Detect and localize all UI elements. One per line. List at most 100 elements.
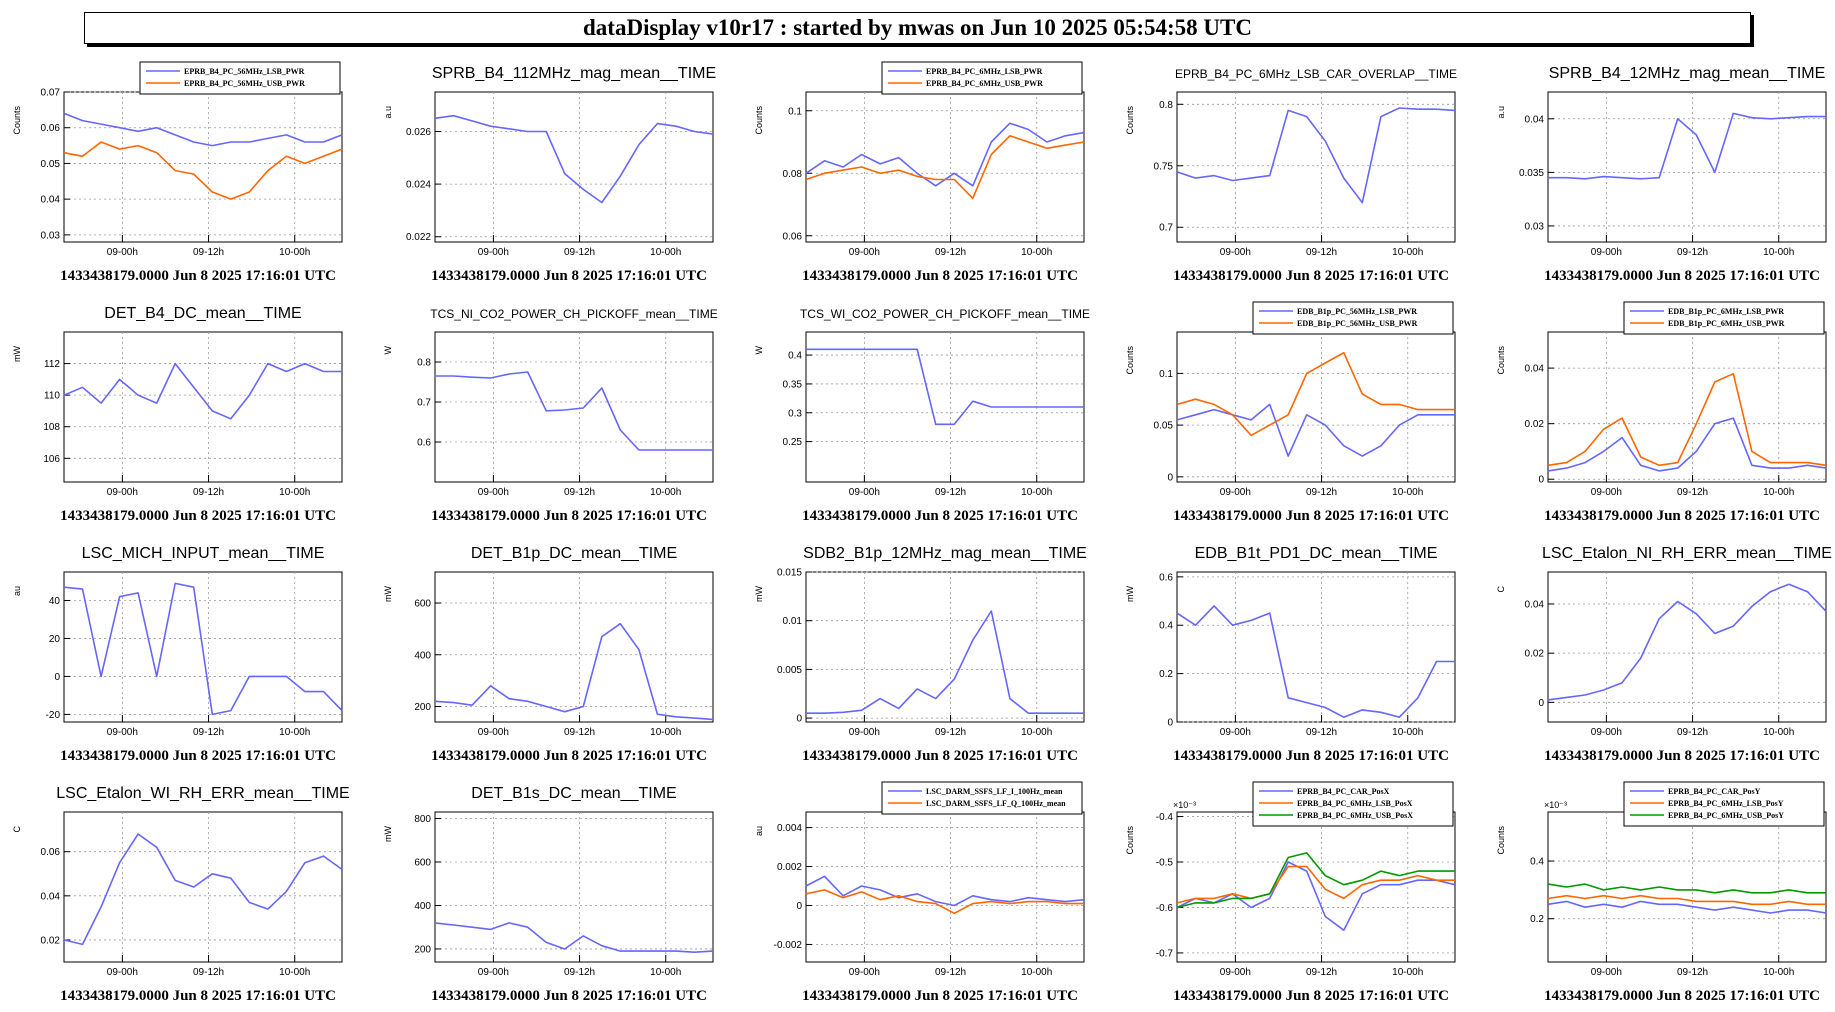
chart-footer: 1433438179.0000 Jun 8 2025 17:16:01 UTC [1544,988,1820,1004]
y-tick-label: 0.026 [406,127,431,138]
legend-entry: EPRB_B4_PC_6MHz_USB_PosX [1297,811,1413,820]
y-tick-label: 0.8 [1159,100,1173,111]
chart-16: LSC_Etalon_WI_RH_ERR_mean__TIME 0.06 0.04 0… [12,785,350,1004]
x-tick-label: 09-12h [1677,247,1708,258]
chart-footer: 1433438179.0000 Jun 8 2025 17:16:01 UTC [1173,988,1449,1004]
chart-2: SPRB_B4_112MHz_mag_mean__TIME 0.026 0.024 0… [383,65,716,284]
y-tick-label: 0.05 [1154,421,1174,432]
y-tick-label: 400 [414,650,431,661]
x-tick-label: 09-00h [1591,487,1622,498]
legend-entry: EPRB_B4_PC_CAR_PosX [1297,787,1390,796]
y-axis-label: Counts [1496,346,1506,375]
x-tick-label: 10-00h [650,487,681,498]
x-tick-label: 10-00h [279,727,310,738]
y-tick-label: 0.03 [1525,221,1545,232]
y-tick-label: 0.75 [1154,161,1174,172]
chart-footer: 1433438179.0000 Jun 8 2025 17:16:01 UTC [802,748,1078,764]
y-axis-label: Counts [1496,826,1506,855]
legend-entry: EDB_B1p_PC_6MHz_USB_PWR [1668,319,1785,328]
series-line-1 [1176,403,1455,457]
y-tick-label: 0 [1538,475,1544,486]
y-tick-label: 0.015 [777,568,802,579]
y-axis-label: a.u [383,106,393,119]
x-tick-label: 09-00h [1220,967,1251,978]
legend-entry: EPRB_B4_PC_6MHz_LSB_PWR [926,67,1043,76]
series-line-1 [63,833,343,946]
y-tick-label: 0.4 [788,351,802,362]
y-axis-label: W [383,346,393,355]
x-tick-label: 09-00h [478,247,509,258]
y-tick-label: 200 [414,702,431,713]
x-tick-label: 09-00h [1591,967,1622,978]
chart-title: DET_B1s_DC_mean__TIME [471,785,676,802]
chart-5: SPRB_B4_12MHz_mag_mean__TIME 0.04 0.035 0.0… [1496,65,1827,284]
legend-box [881,781,1083,815]
y-tick-label: 400 [414,901,431,912]
y-tick-label: 0.6 [417,438,431,449]
y-axis-label: C [12,826,22,833]
y-tick-label: -0.002 [774,940,803,951]
series-line-1 [1547,417,1827,472]
x-tick-label: 09-00h [1591,727,1622,738]
chart-15: LSC_Etalon_NI_RH_ERR_mean__TIME 0.04 0.02 0… [1496,545,1832,764]
plot-frame [63,91,343,243]
chart-footer: 1433438179.0000 Jun 8 2025 17:16:01 UTC [1173,268,1449,284]
x-tick-label: 10-00h [650,967,681,978]
x-tick-label: 10-00h [1763,247,1794,258]
chart-footer: 1433438179.0000 Jun 8 2025 17:16:01 UTC [431,268,707,284]
chart-title: EDB_B1t_PD1_DC_mean__TIME [1195,545,1438,562]
legend-entry: EPRB_B4_PC_6MHz_USB_PWR [926,79,1043,88]
x-tick-label: 10-00h [1763,727,1794,738]
y-axis-label: Counts [12,106,22,135]
x-tick-label: 09-00h [849,487,880,498]
series-line-1 [434,622,714,721]
x-tick-label: 09-00h [849,727,880,738]
plot-frame [1547,571,1827,723]
x-tick-label: 09-12h [193,967,224,978]
plot-frame [805,571,1085,723]
plot-frame [434,811,714,963]
y-tick-label: 0.022 [406,232,431,243]
x-tick-label: 09-00h [478,967,509,978]
chart-6: DET_B4_DC_mean__TIME 112 110 108 106 09-00h 09… [12,305,343,524]
series-line-1 [63,582,343,716]
y-tick-label: 0.35 [783,379,803,390]
x-tick-label: 10-00h [1392,967,1423,978]
y-tick-label: 20 [49,634,61,645]
x-tick-label: 09-12h [564,487,595,498]
y-tick-label: 0.05 [41,159,61,170]
series-line-1 [1547,900,1827,914]
chart-18: 0.004 0.002 0 -0.002 09-00h 09-12h 10-00h au LSC… [754,781,1085,1004]
x-tick-label: 09-00h [478,487,509,498]
x-tick-label: 10-00h [1763,487,1794,498]
y-tick-label: 110 [44,391,60,402]
plot-frame [434,331,714,483]
series-line-1 [435,371,713,451]
chart-12: DET_B1p_DC_mean__TIME 600 400 200 09-00h 09-1… [383,545,714,764]
chart-8: TCS_WI_CO2_POWER_CH_PICKOFF_mean__TIME 0.… [754,307,1090,524]
legend-entry: EDB_B1p_PC_6MHz_LSB_PWR [1668,307,1784,316]
x-tick-label: 09-12h [1306,247,1337,258]
x-tick-label: 09-00h [849,967,880,978]
x-tick-label: 10-00h [1392,727,1423,738]
chart-footer: 1433438179.0000 Jun 8 2025 17:16:01 UTC [1173,748,1449,764]
y-tick-label: -0.5 [1156,858,1174,869]
legend-entry: EPRB_B4_PC_6MHz_LSB_PosY [1668,799,1784,808]
plot-frame [63,811,343,963]
x-tick-label: 09-12h [1306,727,1337,738]
x-tick-label: 09-12h [1306,967,1337,978]
chart-footer: 1433438179.0000 Jun 8 2025 17:16:01 UTC [431,988,707,1004]
series-line-3 [1547,883,1826,894]
x-tick-label: 10-00h [1392,247,1423,258]
y-tick-label: 0.01 [783,616,803,627]
y-axis-label: Counts [754,106,764,135]
legend-entry: EDB_B1p_PC_56MHz_LSB_PWR [1297,307,1417,316]
y-tick-label: 0.02 [1525,649,1545,660]
plot-frame [1176,811,1456,963]
y-tick-label: 108 [43,422,60,433]
y-axis-label: Counts [1125,106,1135,135]
plot-frame [805,811,1085,963]
y-tick-label: 0.2 [1159,669,1173,680]
x-tick-label: 10-00h [1763,967,1794,978]
